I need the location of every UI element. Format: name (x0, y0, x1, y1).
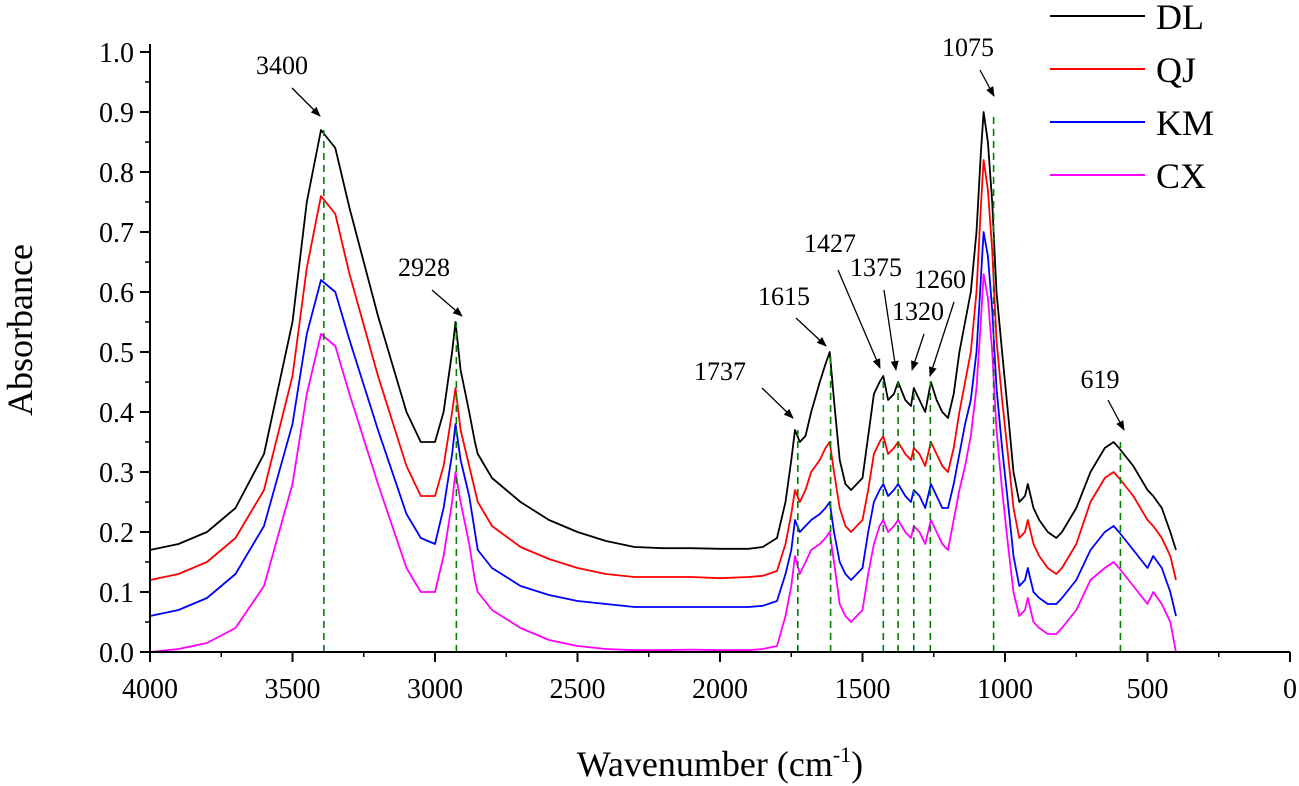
peak-label-619: 619 (1081, 365, 1120, 394)
peak-label-1375: 1375 (850, 253, 902, 282)
x-tick-label: 0 (1283, 674, 1297, 705)
peak-label-1615: 1615 (758, 282, 810, 311)
x-tick-label: 2500 (550, 674, 606, 705)
peak-arrow-1075 (979, 69, 995, 97)
y-tick-label: 0.4 (99, 398, 134, 429)
legend-label-km: KM (1156, 103, 1214, 143)
peak-marker-lines (323, 112, 1122, 652)
y-axis-label: Absorbance (0, 244, 40, 416)
series-lines (149, 111, 1177, 653)
x-tick-label: 3000 (407, 674, 463, 705)
x-axis-label: Wavenumber (cm-1) (577, 742, 863, 784)
peak-arrow-1260 (928, 301, 955, 377)
y-tick-label: 0.2 (99, 518, 134, 549)
peak-arrow-1427 (837, 269, 881, 369)
y-tick-label: 0.9 (99, 98, 134, 129)
peak-label-2928: 2928 (398, 253, 450, 282)
x-tick-label: 3500 (265, 674, 321, 705)
peak-arrow-1375 (883, 289, 899, 371)
peak-arrow-1615 (795, 317, 827, 347)
peak-label-1427: 1427 (804, 229, 856, 258)
x-tick-label: 1500 (835, 674, 891, 705)
y-tick-label: 0.6 (99, 278, 134, 309)
series-line-dl (149, 111, 1177, 551)
legend-label-cx: CX (1156, 156, 1206, 196)
series-line-qj (149, 159, 1177, 581)
y-tick-label: 0.8 (99, 158, 134, 189)
y-tick-label: 1.0 (99, 38, 134, 69)
y-ticks: 0.0 0.1 0.2 0.3 0.4 0.5 0.6 0.7 0.8 0.9 1.0 (99, 38, 150, 669)
y-tick-label: 0.0 (99, 638, 134, 669)
peak-arrow-1320 (911, 333, 925, 371)
series-line-cx (149, 273, 1177, 653)
y-tick-label: 0.1 (99, 578, 134, 609)
y-tick-label: 0.7 (99, 218, 134, 249)
peak-arrow-3400 (291, 87, 321, 117)
legend-label-dl: DL (1156, 0, 1204, 37)
peak-label-1737: 1737 (694, 357, 746, 386)
y-tick-label: 0.3 (99, 458, 134, 489)
x-tick-label: 4000 (122, 674, 178, 705)
peak-label-1320: 1320 (892, 297, 944, 326)
axes (149, 44, 1290, 653)
x-tick-label: 500 (1127, 674, 1169, 705)
peak-label-3400: 3400 (256, 51, 308, 80)
peak-arrow-2928 (431, 289, 463, 317)
legend: DL QJ KM CX (1050, 0, 1214, 196)
x-tick-label: 2000 (692, 674, 748, 705)
peak-arrow-619 (1107, 399, 1125, 431)
x-ticks: 4000 3500 3000 2500 2000 1500 1000 500 0 (122, 652, 1297, 705)
series-line-km (149, 231, 1177, 617)
peak-label-1260: 1260 (914, 265, 966, 294)
x-axis-label-main: Wavenumber (cm (577, 744, 833, 784)
y-tick-label: 0.5 (99, 338, 134, 369)
x-axis-label-close: ) (851, 744, 863, 784)
legend-label-qj: QJ (1156, 50, 1196, 90)
peak-label-1075: 1075 (942, 33, 994, 62)
x-axis-label-sup: -1 (833, 742, 851, 767)
x-tick-label: 1000 (977, 674, 1033, 705)
peak-arrow-1737 (761, 387, 794, 419)
